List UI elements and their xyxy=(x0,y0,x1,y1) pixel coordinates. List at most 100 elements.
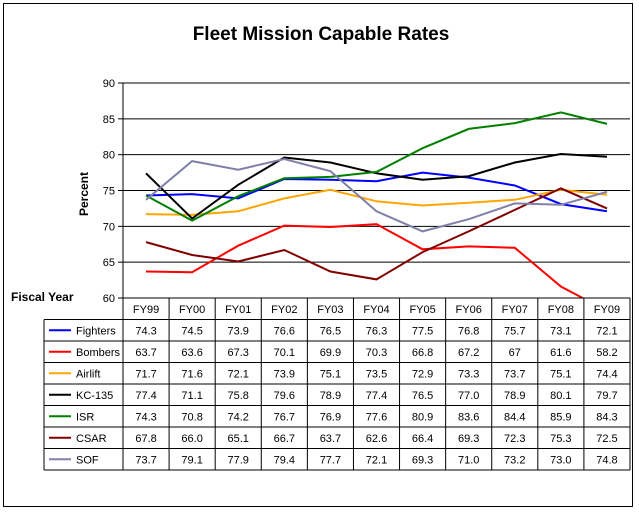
data-label: 79.4 xyxy=(274,454,295,466)
data-label: 77.6 xyxy=(366,411,387,423)
legend-label-csar: CSAR xyxy=(76,433,107,445)
chart-frame: Fleet Mission Capable Rates Percent Fisc… xyxy=(3,3,633,507)
data-label: 67.3 xyxy=(228,347,249,359)
data-label: 63.6 xyxy=(181,347,202,359)
data-label: 66.4 xyxy=(412,433,433,445)
data-label: 70.1 xyxy=(274,347,295,359)
data-label: 77.7 xyxy=(320,454,341,466)
data-label: 79.6 xyxy=(274,390,295,402)
data-label: 69.9 xyxy=(320,347,341,359)
data-label: 72.9 xyxy=(412,368,433,380)
y-tick-label: 80 xyxy=(103,150,115,162)
data-label: 73.3 xyxy=(458,368,479,380)
data-label: 70.8 xyxy=(181,411,202,423)
legend-label-kc-135: KC-135 xyxy=(76,390,113,402)
data-label: 79.1 xyxy=(181,454,202,466)
y-tick-label: 90 xyxy=(103,78,115,90)
data-label: 73.1 xyxy=(550,325,571,337)
y-tick-label: 85 xyxy=(103,114,115,126)
data-label: 74.8 xyxy=(596,454,617,466)
data-label: 78.9 xyxy=(320,390,341,402)
data-label: 78.9 xyxy=(504,390,525,402)
data-label: 73.9 xyxy=(274,368,295,380)
series-line-csar xyxy=(145,187,608,281)
category-label: FY06 xyxy=(456,304,482,316)
data-label: 73.7 xyxy=(504,368,525,380)
data-label: 76.5 xyxy=(412,390,433,402)
data-label: 80.1 xyxy=(550,390,571,402)
legend-label-sof: SOF xyxy=(76,454,99,466)
data-label: 72.1 xyxy=(228,368,249,380)
data-label: 77.4 xyxy=(135,390,156,402)
data-label: 73.5 xyxy=(366,368,387,380)
legend-label-airlift: Airlift xyxy=(76,368,100,380)
data-label: 72.5 xyxy=(596,433,617,445)
data-label: 58.2 xyxy=(596,347,617,359)
category-label: FY04 xyxy=(363,304,389,316)
data-label: 75.8 xyxy=(228,390,249,402)
legend-label-fighters: Fighters xyxy=(76,325,116,337)
category-label: FY05 xyxy=(409,304,435,316)
y-tick-label: 75 xyxy=(103,186,115,198)
series-line-airlift xyxy=(145,188,608,216)
chart-title: Fleet Mission Capable Rates xyxy=(193,24,450,45)
data-label: 70.3 xyxy=(366,347,387,359)
data-label: 76.3 xyxy=(366,325,387,337)
data-label: 73.2 xyxy=(504,454,525,466)
data-label: 77.9 xyxy=(228,454,249,466)
category-label: FY03 xyxy=(317,304,343,316)
data-label: 71.1 xyxy=(181,390,202,402)
data-label: 71.0 xyxy=(458,454,479,466)
category-label: FY09 xyxy=(594,304,620,316)
data-label: 72.1 xyxy=(596,325,617,337)
data-label: 66.0 xyxy=(181,433,202,445)
category-label: FY02 xyxy=(271,304,297,316)
data-label: 74.3 xyxy=(135,411,156,423)
grid-lines xyxy=(118,82,630,299)
data-label: 77.0 xyxy=(458,390,479,402)
data-label: 63.7 xyxy=(320,433,341,445)
data-table: FY99 FY00 FY01 FY02 FY03 FY04 FY05 FY06 FY07 FY08… xyxy=(43,297,631,471)
data-label: 67.8 xyxy=(135,433,156,445)
data-label: 74.3 xyxy=(135,325,156,337)
category-label: FY00 xyxy=(179,304,205,316)
series-line-isr xyxy=(145,111,608,222)
data-label: 77.5 xyxy=(412,325,433,337)
data-label: 76.8 xyxy=(458,325,479,337)
data-label: 74.4 xyxy=(596,368,617,380)
data-label: 69.3 xyxy=(412,454,433,466)
data-label: 79.7 xyxy=(596,390,617,402)
data-label: 75.7 xyxy=(504,325,525,337)
data-label: 76.6 xyxy=(274,325,295,337)
data-label: 73.9 xyxy=(228,325,249,337)
y-tick-label: 65 xyxy=(103,257,115,269)
category-label: FY01 xyxy=(225,304,251,316)
series-line-fighters xyxy=(145,171,608,213)
line-chart: Fleet Mission Capable Rates Percent Fisc… xyxy=(11,24,631,471)
y-tick-label: 60 xyxy=(103,293,115,305)
data-label: 77.4 xyxy=(366,390,387,402)
data-label: 66.8 xyxy=(412,347,433,359)
data-label: 74.5 xyxy=(181,325,202,337)
data-label: 61.6 xyxy=(550,347,571,359)
legend-label-bombers: Bombers xyxy=(76,347,121,359)
data-label: 75.1 xyxy=(550,368,571,380)
data-label: 71.7 xyxy=(135,368,156,380)
series-line-bombers xyxy=(145,223,585,298)
category-label: FY08 xyxy=(548,304,574,316)
y-axis-label: Percent xyxy=(77,172,91,216)
data-label: 72.3 xyxy=(504,433,525,445)
y-tick-labels: 60 65 70 75 80 85 90 xyxy=(103,78,115,305)
category-label: FY99 xyxy=(133,304,159,316)
series-line-kc-135 xyxy=(145,152,608,220)
data-label: 69.3 xyxy=(458,433,479,445)
data-label: 73.7 xyxy=(135,454,156,466)
data-label: 67.2 xyxy=(458,347,479,359)
y-tick-label: 70 xyxy=(103,221,115,233)
series-line-sof xyxy=(145,157,608,233)
data-label: 74.2 xyxy=(228,411,249,423)
x-axis-label: Fiscal Year xyxy=(11,290,74,304)
data-label: 76.5 xyxy=(320,325,341,337)
category-label: FY07 xyxy=(502,304,528,316)
series-lines xyxy=(145,111,608,298)
